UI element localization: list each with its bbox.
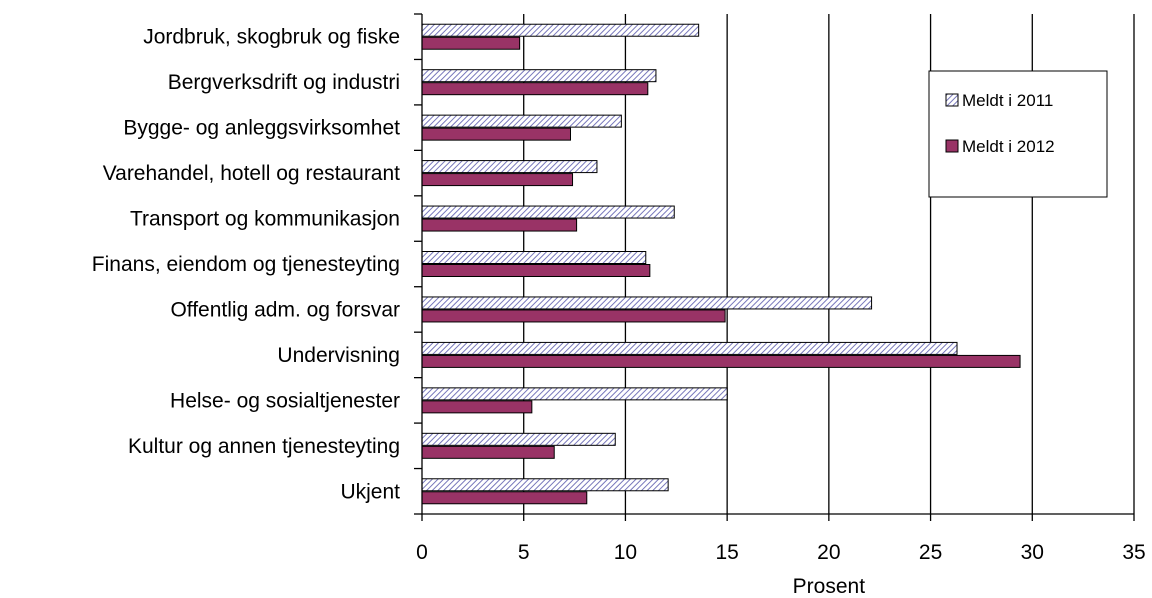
category-label: Bergverksdrift og industri [168, 71, 400, 94]
bar-2012-0 [421, 36, 521, 50]
bar-2011-7 [421, 341, 958, 355]
bar-2011-1 [421, 69, 657, 83]
bar-2012-5 [421, 264, 651, 277]
legend-label-2012: Meldt i 2012 [962, 137, 1055, 156]
bar-2011-3 [421, 160, 598, 174]
category-label: Finans, eiendom og tjenesteyting [92, 253, 400, 276]
x-tick-label: 25 [919, 541, 942, 564]
bar-2011-0 [421, 23, 700, 37]
bar-2012-9 [421, 445, 555, 459]
category-label: Transport og kommunikasjon [130, 208, 400, 231]
legend-box [928, 70, 1108, 198]
x-tick-label: 10 [614, 541, 637, 564]
category-label: Helse- og sosialtjenester [170, 389, 400, 412]
bar-2011-8 [421, 387, 728, 401]
x-tick-labels: 0 5 10 15 20 25 30 35 [416, 541, 1146, 564]
category-label: Undervisning [277, 344, 400, 367]
x-tick-label: 0 [416, 541, 428, 564]
bar-2011-4 [421, 205, 675, 219]
category-label: Kultur og annen tjenesteyting [128, 435, 400, 458]
bar-2011-10 [421, 478, 669, 492]
bar-2012-4 [421, 218, 578, 232]
x-tick-label: 30 [1021, 541, 1044, 564]
legend: Meldt i 2011 Meldt i 2012 [928, 70, 1108, 198]
legend-swatch-2011 [945, 93, 959, 107]
legend-swatch-2012 [945, 139, 959, 153]
bar-2011-9 [421, 432, 616, 446]
bar-2012-7 [421, 354, 1021, 368]
category-label: Jordbruk, skogbruk og fiske [143, 26, 400, 49]
legend-label-2011: Meldt i 2011 [962, 91, 1053, 110]
bar-2011-6 [421, 296, 873, 310]
bar-2012-1 [421, 82, 649, 96]
bar-2011-2 [421, 114, 622, 128]
x-tick-label: 15 [715, 541, 738, 564]
x-tick-label: 5 [518, 541, 530, 564]
bars [421, 23, 1021, 505]
category-label: Varehandel, hotell og restaurant [103, 162, 400, 185]
bar-2012-6 [421, 309, 726, 323]
bar-2012-2 [421, 127, 572, 141]
x-axis-title: Prosent [793, 575, 866, 598]
bar-2012-10 [421, 491, 588, 505]
category-labels: Jordbruk, skogbruk og fiske Bergverksdrif… [92, 26, 400, 504]
category-label: Bygge- og anleggsvirksomhet [123, 117, 400, 140]
axes [414, 13, 1135, 521]
x-tick-label: 20 [817, 541, 840, 564]
bar-2012-8 [421, 400, 533, 414]
category-label: Offentlig adm. og forsvar [170, 298, 400, 321]
x-tick-label: 35 [1122, 541, 1145, 564]
category-label: Ukjent [340, 480, 400, 503]
bar-2012-3 [421, 173, 574, 187]
bar-2011-5 [421, 251, 647, 264]
